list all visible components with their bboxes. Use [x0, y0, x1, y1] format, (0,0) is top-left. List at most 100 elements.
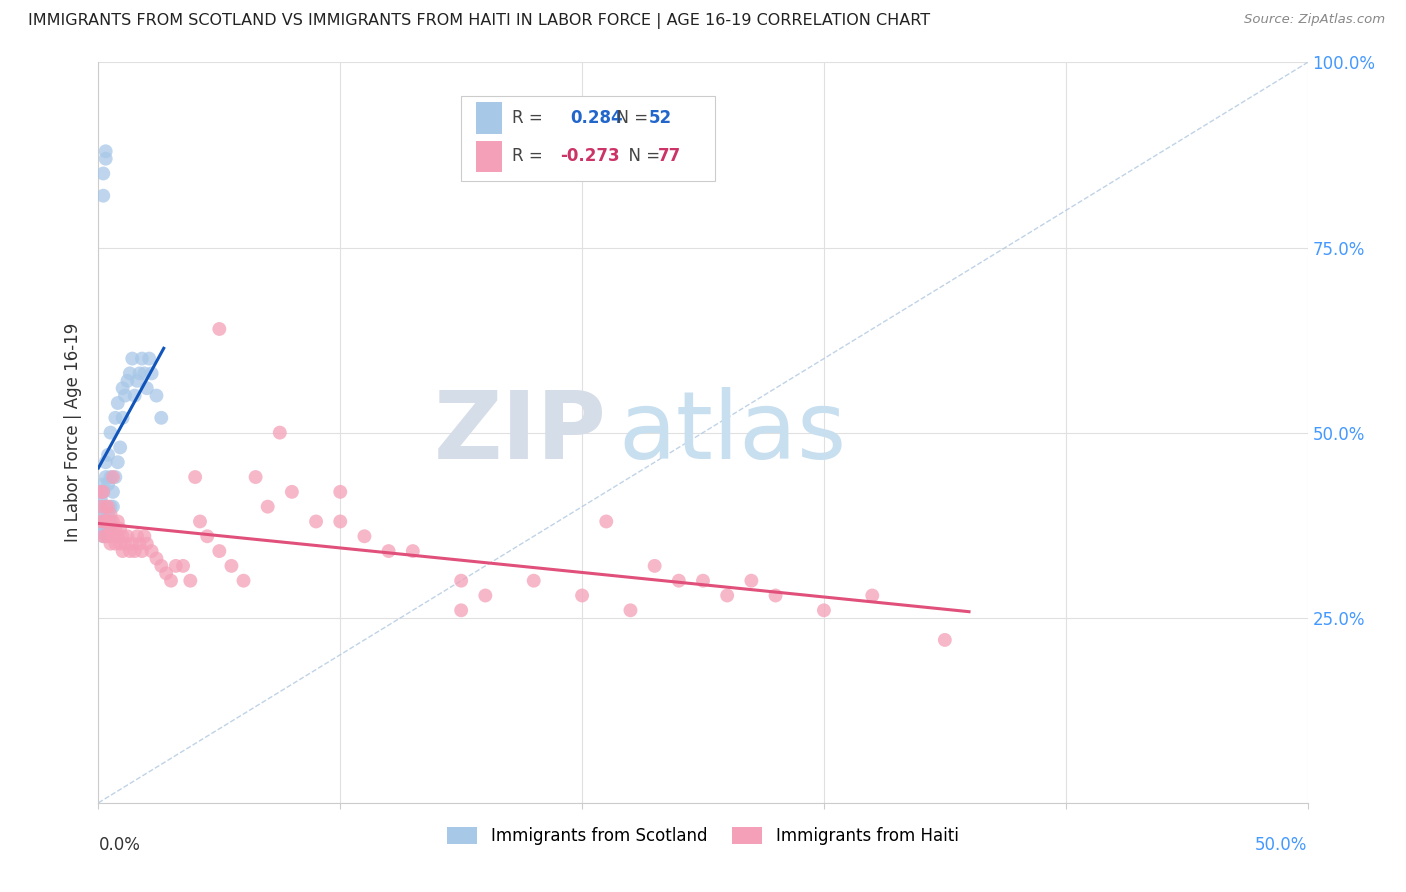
Point	[91, 484, 114, 499]
Point	[128, 536, 150, 550]
Point	[135, 536, 157, 550]
Point	[108, 441, 131, 455]
Point	[208, 544, 231, 558]
Point	[90, 492, 112, 507]
Point	[104, 522, 127, 536]
Point	[90, 484, 112, 499]
Point	[934, 632, 956, 647]
Point	[138, 351, 160, 366]
Text: IMMIGRANTS FROM SCOTLAND VS IMMIGRANTS FROM HAITI IN LABOR FORCE | AGE 16-19 COR: IMMIGRANTS FROM SCOTLAND VS IMMIGRANTS F…	[28, 13, 931, 29]
Point	[131, 544, 153, 558]
Point	[668, 574, 690, 588]
FancyBboxPatch shape	[461, 95, 716, 181]
Point	[127, 374, 149, 388]
Point	[97, 500, 120, 514]
Text: N =: N =	[606, 109, 654, 127]
Point	[353, 529, 375, 543]
Point	[141, 367, 163, 381]
Point	[402, 544, 425, 558]
Point	[523, 574, 546, 588]
Point	[150, 558, 173, 573]
Point	[91, 477, 114, 491]
Point	[94, 529, 117, 543]
Point	[94, 500, 117, 514]
Point	[94, 455, 117, 469]
FancyBboxPatch shape	[475, 141, 502, 172]
Point	[124, 388, 146, 402]
Point	[595, 515, 617, 529]
Point	[117, 374, 139, 388]
Point	[100, 500, 122, 514]
Point	[160, 574, 183, 588]
Point	[145, 551, 167, 566]
Point	[97, 529, 120, 543]
Point	[94, 152, 117, 166]
Point	[145, 388, 167, 402]
Point	[100, 522, 122, 536]
Point	[450, 574, 472, 588]
Point	[221, 558, 243, 573]
Text: 0.0%: 0.0%	[98, 836, 141, 855]
Point	[135, 381, 157, 395]
Point	[450, 603, 472, 617]
Point	[329, 515, 352, 529]
Point	[90, 500, 112, 514]
Point	[155, 566, 177, 581]
Point	[101, 515, 124, 529]
Text: atlas: atlas	[619, 386, 846, 479]
Point	[100, 536, 122, 550]
Point	[97, 448, 120, 462]
Point	[91, 515, 114, 529]
Point	[91, 188, 114, 202]
Point	[94, 515, 117, 529]
Point	[91, 529, 114, 543]
Text: N =: N =	[619, 147, 665, 165]
Point	[740, 574, 762, 588]
Point	[256, 500, 278, 514]
Point	[195, 529, 218, 543]
Point	[108, 536, 131, 550]
Point	[90, 515, 112, 529]
Point	[104, 536, 127, 550]
Point	[100, 470, 122, 484]
Point	[114, 536, 136, 550]
Point	[245, 470, 267, 484]
Point	[90, 484, 112, 499]
Point	[128, 367, 150, 381]
Text: Source: ZipAtlas.com: Source: ZipAtlas.com	[1244, 13, 1385, 27]
Point	[860, 589, 883, 603]
Point	[101, 484, 124, 499]
Point	[94, 470, 117, 484]
Point	[305, 515, 328, 529]
Point	[91, 522, 114, 536]
Point	[765, 589, 787, 603]
Point	[165, 558, 187, 573]
Point	[90, 500, 112, 514]
Point	[114, 388, 136, 402]
Point	[97, 477, 120, 491]
Point	[121, 536, 143, 550]
Point	[91, 166, 114, 180]
Text: 52: 52	[648, 109, 672, 127]
Text: 0.284: 0.284	[569, 109, 623, 127]
Point	[716, 589, 738, 603]
Text: 77: 77	[658, 147, 682, 165]
Point	[619, 603, 641, 617]
Point	[188, 515, 211, 529]
Point	[97, 507, 120, 521]
Text: 50.0%: 50.0%	[1256, 836, 1308, 855]
Point	[101, 470, 124, 484]
Point	[127, 529, 149, 543]
Point	[91, 529, 114, 543]
Point	[107, 515, 129, 529]
Point	[208, 322, 231, 336]
Point	[281, 484, 304, 499]
Point	[329, 484, 352, 499]
Point	[172, 558, 194, 573]
Point	[100, 425, 122, 440]
Point	[90, 507, 112, 521]
FancyBboxPatch shape	[475, 103, 502, 134]
Point	[94, 515, 117, 529]
Point	[571, 589, 593, 603]
Point	[131, 351, 153, 366]
